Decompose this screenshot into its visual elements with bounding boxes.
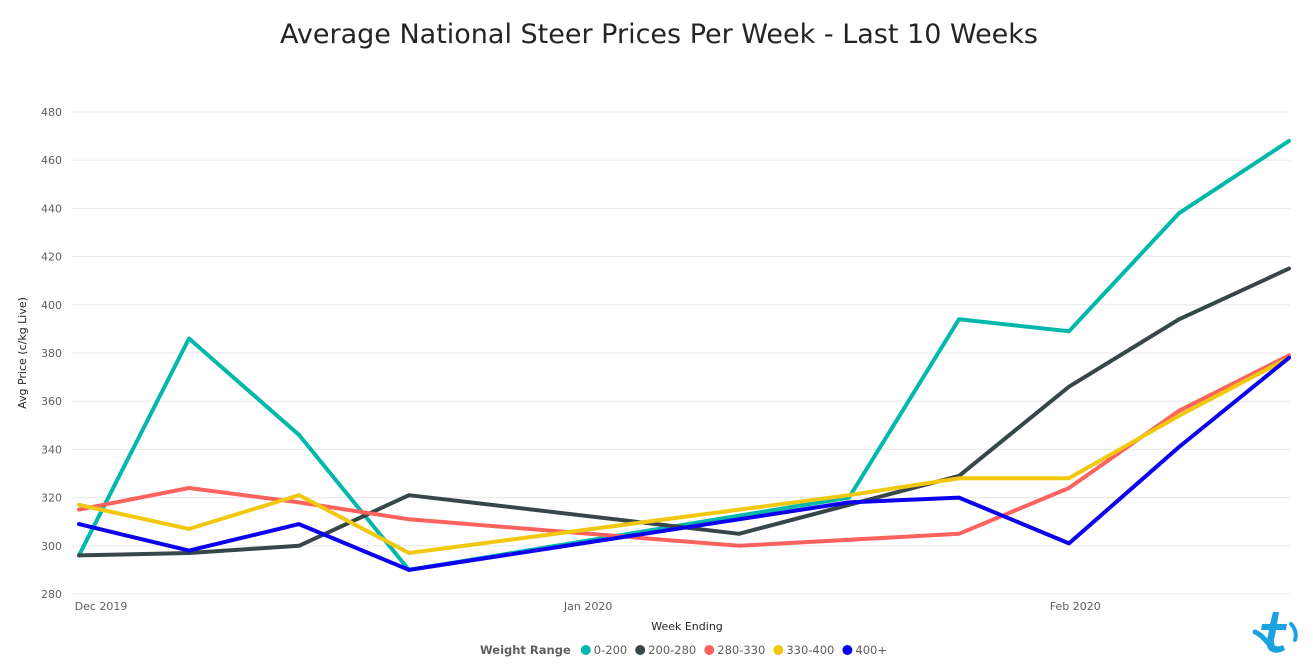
y-tick-label: 280: [41, 588, 62, 601]
y-tick-label: 340: [41, 443, 62, 456]
legend-label: 330-400: [786, 643, 834, 657]
x-tick-label: Jan 2020: [563, 600, 612, 613]
series-line-0-200: [77, 138, 1291, 572]
legend-marker: [580, 645, 591, 655]
legend-marker: [704, 645, 715, 655]
legend-label: 280-330: [717, 643, 765, 657]
legend-marker: [635, 645, 646, 655]
legend-marker: [773, 645, 784, 655]
x-tick-label: Feb 2020: [1050, 600, 1101, 613]
y-tick-label: 400: [41, 299, 62, 312]
chart-title: Average National Steer Prices Per Week -…: [280, 19, 1038, 50]
x-axis-ticks: Dec 2019 Jan 2020 Feb 2020: [75, 600, 1101, 613]
x-axis-title: Week Ending: [651, 620, 723, 633]
y-tick-label: 420: [41, 251, 62, 264]
brand-logo-icon: [1252, 612, 1298, 653]
y-tick-label: 320: [41, 492, 62, 505]
y-tick-label: 460: [41, 154, 62, 167]
gridlines: [72, 111, 1290, 595]
y-tick-label: 360: [41, 395, 62, 408]
y-tick-label: 440: [41, 202, 62, 215]
series-line-330-400: [77, 355, 1291, 555]
legend-label: 200-280: [648, 643, 696, 657]
x-tick-label: Dec 2019: [75, 600, 128, 613]
legend-label: 400+: [855, 643, 887, 657]
legend-title: Weight Range: [480, 643, 571, 657]
series-line-400+: [77, 355, 1291, 572]
y-tick-label: 300: [41, 540, 62, 553]
series-lines: [77, 138, 1291, 572]
series-line-200-280: [77, 266, 1291, 558]
legend-marker: [842, 645, 853, 655]
y-tick-label: 480: [41, 106, 62, 119]
legend-label: 0-200: [594, 643, 627, 657]
legend: Weight Range 0-200 200-280 280-330 330-400 4…: [480, 643, 887, 657]
y-tick-label: 380: [41, 347, 62, 360]
y-axis-ticks: 280 300 320 340 360 380 400 420 440 460 480: [41, 106, 62, 601]
y-axis-title: Avg Price (c/kg Live): [16, 297, 29, 409]
